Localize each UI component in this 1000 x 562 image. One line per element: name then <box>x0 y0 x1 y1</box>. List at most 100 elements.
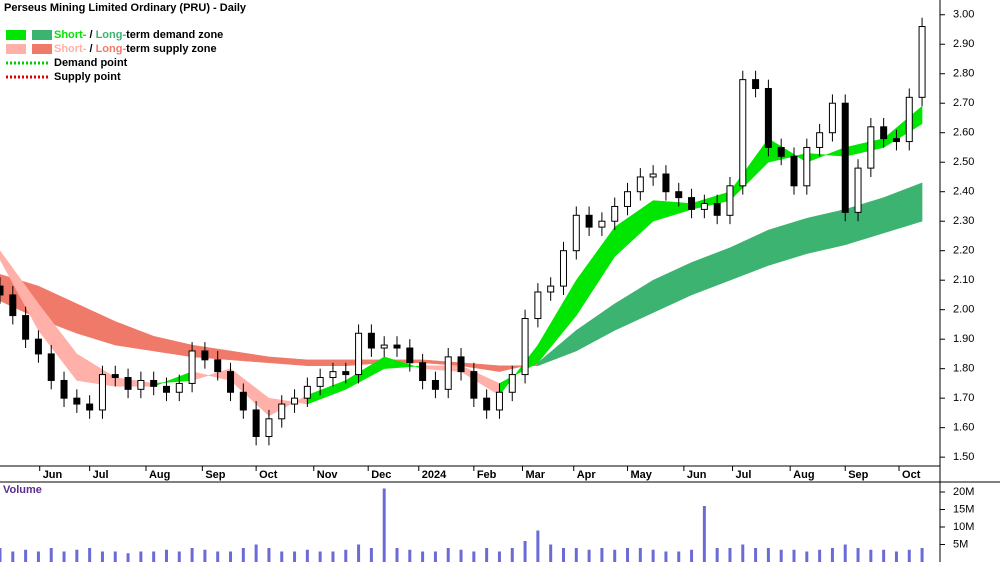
candle-body <box>73 397 81 405</box>
volume-bar <box>229 551 233 562</box>
legend-label: Short- / Long-term demand zone <box>54 29 223 41</box>
candle-body <box>534 291 542 320</box>
candle-body <box>124 377 132 390</box>
zone-band-segment <box>307 359 347 366</box>
volume-bar <box>382 488 386 562</box>
candle-body <box>9 294 17 317</box>
volume-bar <box>574 548 578 562</box>
candle-body <box>393 344 401 349</box>
volume-bar <box>549 544 553 562</box>
volume-bar <box>152 551 156 562</box>
candle-body <box>98 374 106 411</box>
candle-body <box>265 418 273 438</box>
x-tick-label: Dec <box>371 469 391 481</box>
volume-bar <box>856 548 860 562</box>
volume-bar <box>433 551 437 562</box>
volume-bar <box>664 551 668 562</box>
candle-body <box>624 191 632 207</box>
volume-bar <box>344 549 348 562</box>
x-tick-label: Apr <box>577 469 597 481</box>
volume-bar <box>446 548 450 562</box>
x-tick-label: Jul <box>93 469 109 481</box>
volume-bar <box>305 549 309 562</box>
candle-body <box>547 285 555 293</box>
volume-tick-label: 15M <box>953 503 974 515</box>
candle-body <box>611 205 619 222</box>
volume-bar <box>497 551 501 562</box>
legend-swatch <box>6 30 26 40</box>
candle-body <box>329 371 337 379</box>
candle-body <box>918 26 926 98</box>
volume-tick-label: 5M <box>953 538 968 550</box>
volume-bar <box>216 551 220 562</box>
candle-body <box>201 350 209 361</box>
candle-body <box>150 379 158 387</box>
volume-bar <box>792 549 796 562</box>
y-tick-label: 2.60 <box>953 127 974 139</box>
volume-bar <box>421 551 425 562</box>
legend-swatch <box>6 44 26 54</box>
x-tick-label: Sep <box>205 469 225 481</box>
volume-bar <box>75 549 79 562</box>
y-tick-label: 1.50 <box>953 451 974 463</box>
candle-body <box>470 371 478 399</box>
y-tick-label: 2.40 <box>953 186 974 198</box>
candle-body <box>777 146 785 157</box>
candle-body <box>662 173 670 193</box>
volume-bar <box>88 548 92 562</box>
candle-body <box>559 250 567 287</box>
volume-bar <box>318 551 322 562</box>
candle-body <box>700 203 708 210</box>
volume-bar <box>920 548 924 562</box>
volume-bar <box>638 548 642 562</box>
volume-bar <box>36 551 40 562</box>
legend-text-part: Demand point <box>54 57 128 69</box>
volume-bar <box>843 544 847 562</box>
volume-bar <box>766 548 770 562</box>
y-tick-label: 1.80 <box>953 363 974 375</box>
volume-bar <box>241 548 245 562</box>
candle-body <box>22 315 30 340</box>
y-tick-label: 2.90 <box>953 38 974 50</box>
candle-body <box>752 79 760 89</box>
candle-body <box>598 220 606 228</box>
legend-text-part: Short- <box>54 43 87 55</box>
candle-body <box>316 377 324 387</box>
volume-bar <box>600 548 604 562</box>
candle-body <box>303 385 311 399</box>
y-tick-label: 1.70 <box>953 392 974 404</box>
volume-bar <box>100 551 104 562</box>
volume-bar <box>702 506 706 562</box>
candle-body <box>483 397 491 411</box>
volume-bar <box>805 551 809 562</box>
volume-bar <box>113 551 117 562</box>
candle-body <box>495 391 503 411</box>
legend-label: Short- / Long-term supply zone <box>54 43 217 55</box>
candle-body <box>214 359 222 373</box>
candle-body <box>278 403 286 420</box>
legend-label: Supply point <box>54 71 121 83</box>
volume-bar <box>280 551 284 562</box>
legend-swatch <box>32 30 52 40</box>
candle-body <box>406 347 414 364</box>
candle-body <box>726 185 734 216</box>
volume-bar <box>690 549 694 562</box>
volume-bar <box>830 548 834 562</box>
candle-body <box>291 397 299 405</box>
legend: Short- / Long-term demand zone Short- / L… <box>6 29 223 83</box>
y-tick-label: 2.10 <box>953 274 974 286</box>
candle-body <box>790 155 798 187</box>
candle-body <box>508 374 516 393</box>
chart-title: Perseus Mining Limited Ordinary (PRU) - … <box>4 2 247 14</box>
volume-bar <box>62 551 66 562</box>
candle-body <box>803 146 811 187</box>
candle-body <box>367 332 375 349</box>
volume-bar <box>485 548 489 562</box>
x-tick-label: Jul <box>736 469 752 481</box>
legend-text-part: Long- <box>96 43 127 55</box>
volume-bar <box>510 548 514 562</box>
candle-body <box>419 362 427 381</box>
legend-text-part: term demand zone <box>126 29 223 41</box>
